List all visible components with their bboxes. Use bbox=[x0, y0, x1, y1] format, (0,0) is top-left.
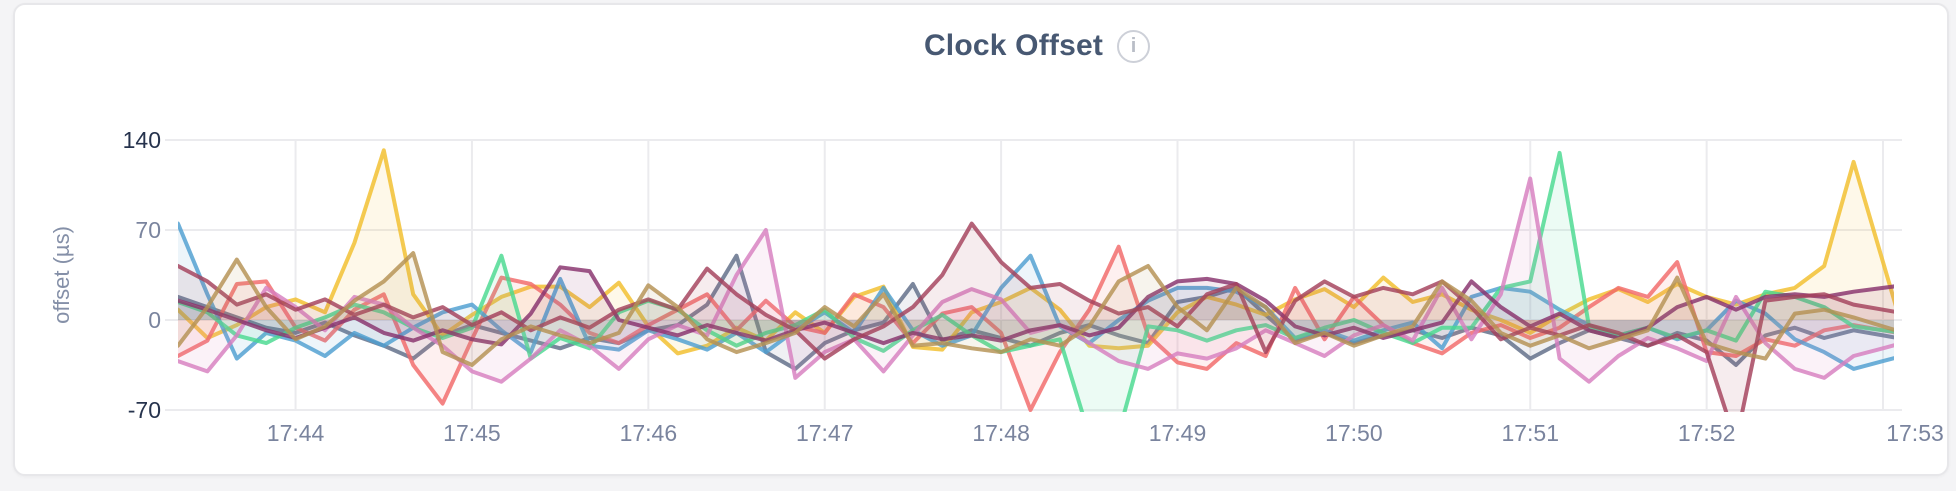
x-tick-label: 17:49 bbox=[1149, 420, 1207, 446]
x-tick-label: 17:48 bbox=[972, 420, 1030, 446]
x-tick-label: 17:51 bbox=[1501, 420, 1559, 446]
x-tick-label: 17:53 bbox=[1886, 420, 1944, 446]
series-line-series-8 bbox=[178, 221, 1894, 412]
series-line-series-9 bbox=[178, 251, 1894, 367]
series-area-series-4 bbox=[178, 223, 1894, 369]
x-tick-label: 17:45 bbox=[443, 420, 501, 446]
x-tick-label: 17:52 bbox=[1678, 420, 1736, 446]
y-tick-label: -70 bbox=[128, 397, 161, 423]
series-area-series-8 bbox=[178, 223, 1894, 412]
chart-title: Clock Offset bbox=[923, 29, 1104, 62]
y-tick-label: 0 bbox=[148, 307, 161, 333]
info-icon[interactable]: i bbox=[1117, 29, 1151, 63]
chart-card: Clock Offset i 140 70 0 -70 17:44 17:45 17:46 1… bbox=[13, 3, 1949, 476]
x-tick-label: 17:46 bbox=[620, 420, 678, 446]
series-line-series-3 bbox=[178, 244, 1894, 412]
y-tick-label: 140 bbox=[123, 127, 161, 153]
x-tick-label: 17:47 bbox=[796, 420, 854, 446]
series-area-series-6 bbox=[178, 178, 1894, 382]
info-icon-glyph: i bbox=[1130, 35, 1137, 57]
clock-offset-chart[interactable]: 140 70 0 -70 17:44 17:45 17:46 17:47 17:48 17:49 1… bbox=[15, 5, 1956, 491]
series-area-series-5 bbox=[178, 152, 1894, 412]
x-tick-label: 17:44 bbox=[267, 420, 325, 446]
chart-header: Clock Offset i bbox=[191, 29, 1883, 63]
y-axis-label: offset (µs) bbox=[49, 226, 74, 324]
x-tick-label: 17:50 bbox=[1325, 420, 1383, 446]
y-tick-label: 70 bbox=[135, 217, 161, 243]
